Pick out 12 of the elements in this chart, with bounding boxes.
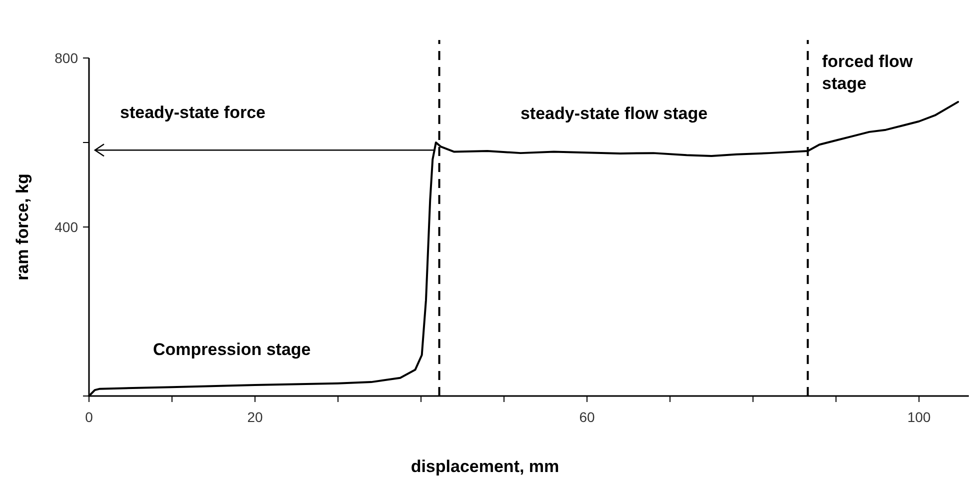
annotation: Compression stage xyxy=(153,340,311,359)
annotation: forced flow stage xyxy=(822,52,914,93)
ref-line-label: steady-state force xyxy=(120,103,266,122)
x-tick-label: 20 xyxy=(247,409,263,425)
y-tick-label: 400 xyxy=(54,219,78,235)
y-tick-label: 800 xyxy=(54,50,78,66)
x-tick-label: 60 xyxy=(579,409,595,425)
x-axis-title: displacement, mm xyxy=(410,457,560,476)
x-tick-label: 100 xyxy=(907,409,931,425)
x-tick-label: 0 xyxy=(85,409,94,425)
y-axis-title: ram force, kg xyxy=(13,174,32,280)
annotation: steady-state flow stage xyxy=(520,104,708,123)
